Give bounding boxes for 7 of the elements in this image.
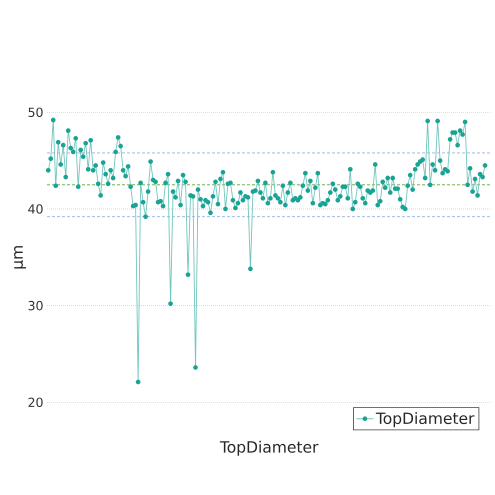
y-tick-label: 20 bbox=[28, 398, 43, 408]
legend-label: TopDiameter bbox=[376, 412, 474, 428]
y-tick-label: 30 bbox=[28, 300, 43, 310]
y-axis-title: µm bbox=[14, 246, 26, 268]
y-tick-label: 40 bbox=[28, 204, 43, 214]
y-tick-label: 50 bbox=[28, 108, 43, 118]
x-axis-title: TopDiameter bbox=[220, 440, 318, 456]
